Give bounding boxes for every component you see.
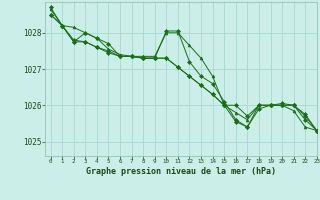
X-axis label: Graphe pression niveau de la mer (hPa): Graphe pression niveau de la mer (hPa)	[86, 167, 276, 176]
